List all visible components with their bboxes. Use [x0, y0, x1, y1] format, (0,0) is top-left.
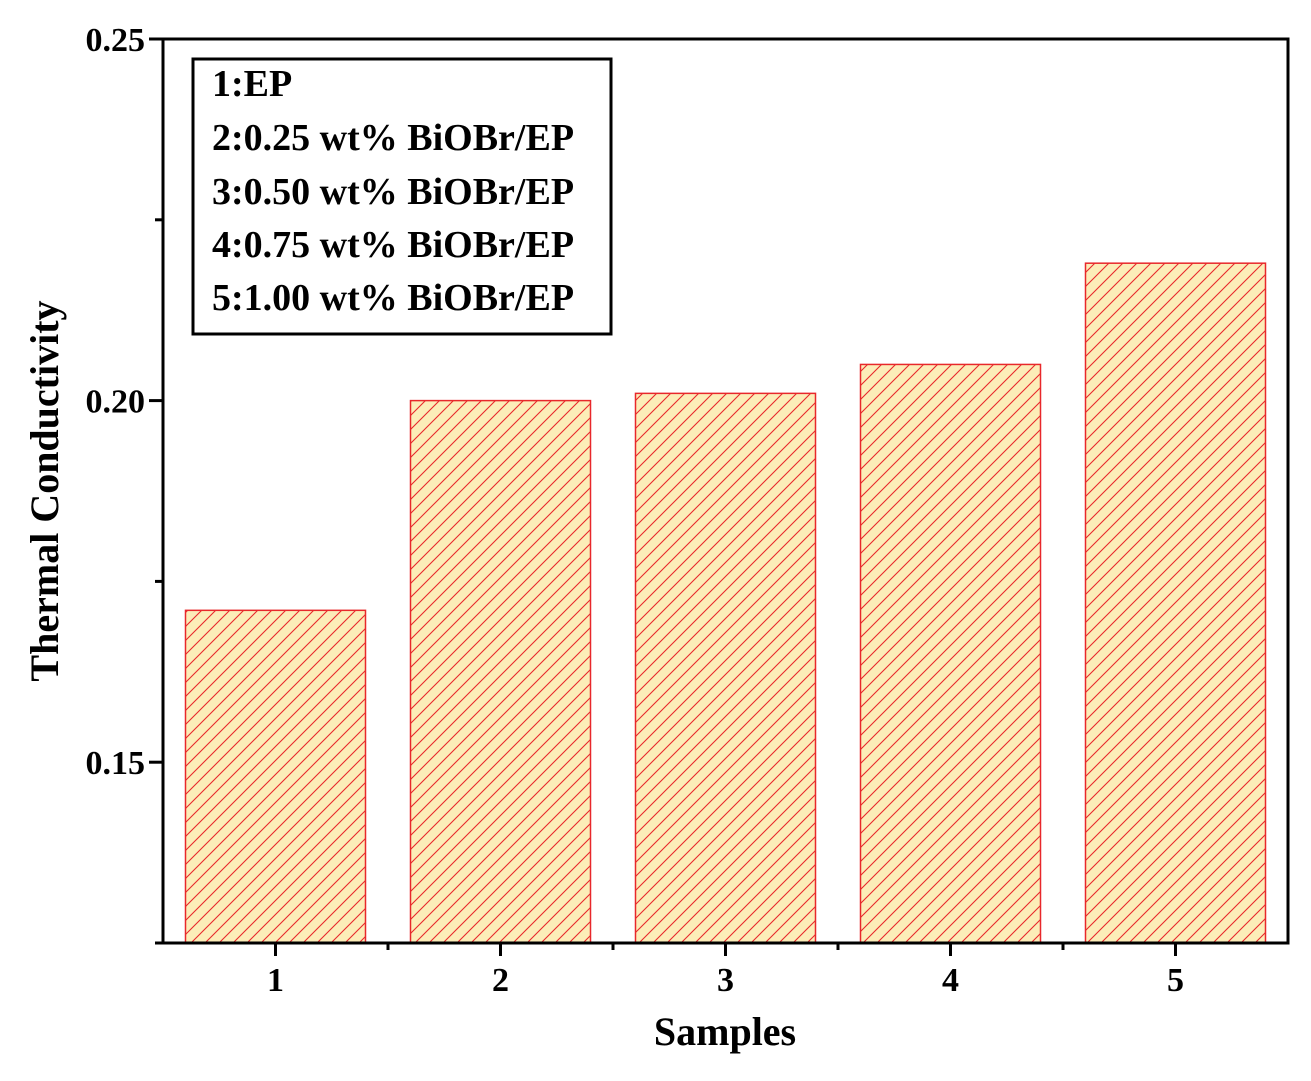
legend-entry: 2:0.25 wt% BiOBr/EP	[212, 117, 574, 159]
bar-2	[409, 399, 592, 944]
x-tick-label: 1	[267, 962, 284, 999]
legend-entry: 1:EP	[212, 63, 292, 105]
y-axis-title: Thermal Conductivity	[22, 300, 67, 681]
y-tick-label: 0.25	[86, 22, 146, 59]
x-axis-title: Samples	[654, 1009, 796, 1054]
bar-1	[184, 609, 367, 944]
y-tick-label: 0.20	[86, 384, 146, 421]
y-tick-label: 0.15	[86, 745, 146, 782]
legend-entry: 3:0.50 wt% BiOBr/EP	[212, 171, 574, 213]
x-tick-label: 3	[717, 962, 734, 999]
bars	[184, 262, 1267, 944]
bar-3	[634, 392, 817, 944]
bar-4	[859, 363, 1042, 944]
x-axis: 1 2 3 4 5	[267, 943, 1184, 999]
bar-5	[1084, 262, 1267, 944]
legend-entry: 5:1.00 wt% BiOBr/EP	[212, 277, 574, 319]
y-axis: 0.15 0.20 0.25	[86, 22, 163, 945]
legend-entry: 4:0.75 wt% BiOBr/EP	[212, 224, 574, 266]
legend-box	[191, 57, 613, 336]
legend: 1:EP 2:0.25 wt% BiOBr/EP 3:0.50 wt% BiOB…	[191, 57, 613, 336]
x-tick-label: 4	[942, 962, 959, 999]
x-tick-label: 5	[1167, 962, 1184, 999]
x-tick-label: 2	[492, 962, 509, 999]
